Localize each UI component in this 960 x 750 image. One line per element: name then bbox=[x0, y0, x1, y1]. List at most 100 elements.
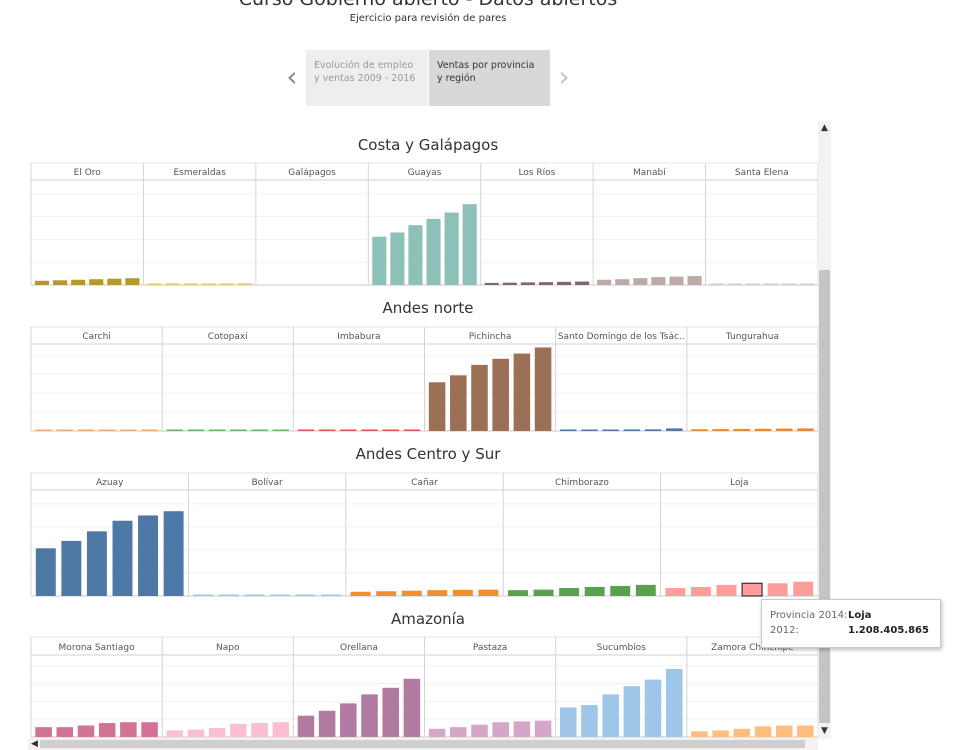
province-label: Zamora Chinchipe bbox=[711, 643, 794, 653]
bar bbox=[687, 276, 702, 285]
bar bbox=[623, 429, 641, 431]
bar bbox=[297, 429, 315, 431]
story-point-ventas[interactable]: Ventas por provincia y región bbox=[429, 50, 550, 106]
bar bbox=[193, 594, 214, 596]
bar bbox=[502, 282, 517, 285]
story-point-evolucion[interactable]: Evolución de empleo y ventas 2009 - 2016 bbox=[306, 50, 428, 106]
bar bbox=[272, 722, 290, 737]
province-label: Sucumbíos bbox=[597, 643, 647, 653]
bar bbox=[372, 236, 387, 285]
bar bbox=[34, 280, 50, 285]
province-label: Galápagos bbox=[288, 168, 336, 178]
province-label: Cañar bbox=[411, 478, 438, 488]
region-title: Amazonía bbox=[391, 610, 465, 628]
bar bbox=[793, 581, 814, 596]
dashboard-title: Curso Gobierno abierto - Datos abiertos bbox=[0, 0, 856, 10]
bar bbox=[56, 727, 74, 737]
bar bbox=[340, 703, 357, 737]
bar bbox=[691, 731, 708, 737]
bar bbox=[340, 429, 357, 431]
bar bbox=[651, 277, 666, 285]
bar bbox=[444, 212, 459, 285]
province-label: Esmeraldas bbox=[173, 168, 226, 178]
bar bbox=[201, 283, 216, 285]
bar bbox=[584, 586, 605, 596]
region-title: Andes norte bbox=[382, 299, 473, 317]
bar bbox=[556, 281, 572, 285]
bar bbox=[559, 588, 580, 596]
bar bbox=[534, 347, 552, 431]
scroll-up-icon[interactable]: ▲ bbox=[821, 123, 828, 133]
bar bbox=[513, 353, 531, 431]
province-label: Imbabura bbox=[337, 332, 380, 342]
bar bbox=[187, 729, 205, 737]
chevron-left-icon[interactable]: ‹ bbox=[286, 60, 298, 93]
bar bbox=[382, 687, 399, 737]
bar bbox=[77, 725, 95, 737]
bar bbox=[797, 428, 814, 431]
bar bbox=[520, 282, 535, 285]
bar bbox=[147, 283, 162, 285]
bar bbox=[86, 531, 107, 596]
bar bbox=[492, 722, 509, 737]
bar bbox=[471, 364, 488, 431]
bar bbox=[166, 730, 184, 737]
province-label: Santa Elena bbox=[735, 168, 789, 178]
bar bbox=[669, 276, 684, 285]
chevron-right-icon[interactable]: › bbox=[558, 60, 570, 93]
bar bbox=[754, 428, 772, 431]
bar bbox=[295, 594, 316, 596]
bar bbox=[763, 283, 778, 285]
bar bbox=[644, 679, 662, 737]
bar bbox=[361, 429, 378, 431]
bar bbox=[462, 204, 477, 285]
bar bbox=[98, 723, 116, 737]
bar bbox=[272, 429, 290, 431]
bar bbox=[797, 725, 814, 737]
bar bbox=[318, 429, 336, 431]
bar bbox=[452, 589, 473, 596]
bar bbox=[321, 594, 341, 596]
bar bbox=[712, 429, 729, 431]
bar bbox=[533, 589, 554, 596]
bar bbox=[120, 429, 137, 431]
bar bbox=[615, 279, 630, 285]
bar bbox=[89, 279, 104, 285]
bar bbox=[635, 584, 656, 596]
bar bbox=[665, 428, 683, 431]
bar bbox=[733, 428, 751, 431]
scroll-down-icon[interactable]: ▼ bbox=[821, 726, 828, 736]
bar bbox=[508, 590, 528, 596]
bar bbox=[575, 281, 590, 285]
tooltip-provincia-label: Provincia 2014: bbox=[770, 610, 848, 621]
vertical-scrollbar-thumb[interactable] bbox=[819, 270, 830, 723]
bar bbox=[538, 282, 554, 285]
bar bbox=[61, 540, 82, 596]
bar bbox=[602, 429, 619, 431]
scroll-left-icon[interactable]: ◀ bbox=[31, 739, 38, 749]
bar bbox=[767, 583, 788, 596]
bar bbox=[77, 429, 95, 431]
tooltip-year-label: 2012: bbox=[770, 625, 799, 636]
horizontal-scrollbar-thumb[interactable] bbox=[40, 740, 805, 748]
bar bbox=[534, 720, 552, 737]
bar bbox=[183, 283, 198, 285]
bar bbox=[754, 726, 772, 737]
bar bbox=[237, 283, 252, 285]
bar bbox=[125, 278, 140, 285]
bar bbox=[35, 548, 56, 596]
bar bbox=[244, 594, 265, 596]
bar bbox=[716, 584, 737, 596]
province-label: Carchi bbox=[82, 332, 110, 342]
bar bbox=[775, 725, 793, 737]
province-label: Los Ríos bbox=[518, 168, 555, 178]
province-label: El Oro bbox=[74, 168, 102, 178]
bar bbox=[297, 715, 315, 737]
bar bbox=[581, 705, 598, 737]
bar bbox=[71, 279, 86, 285]
bar bbox=[665, 668, 683, 737]
bar bbox=[478, 589, 499, 596]
bar bbox=[251, 723, 268, 737]
bar bbox=[403, 678, 421, 737]
